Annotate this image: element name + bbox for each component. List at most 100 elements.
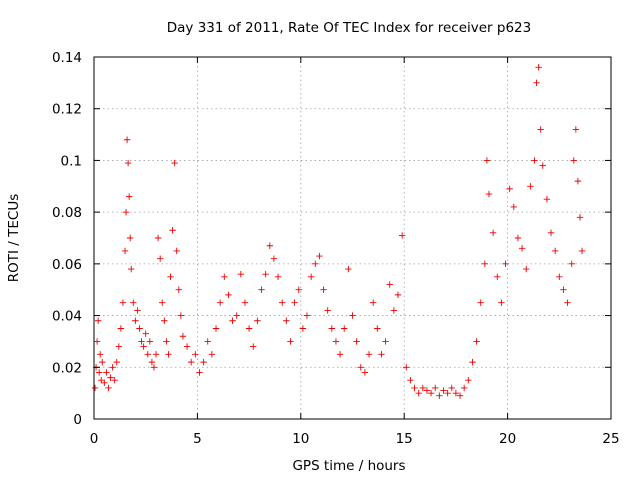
data-point	[374, 325, 381, 332]
data-point	[456, 392, 464, 399]
data-point	[299, 325, 307, 332]
data-point	[460, 384, 468, 392]
data-point	[543, 196, 551, 203]
x-tick-label: 25	[602, 431, 619, 447]
data-point	[576, 214, 584, 221]
y-tick-label: 0.02	[52, 360, 82, 376]
data-point	[105, 384, 112, 392]
data-point	[283, 317, 290, 324]
data-point	[537, 126, 544, 133]
data-point	[320, 286, 327, 293]
data-point	[312, 260, 319, 268]
data-point	[547, 229, 555, 237]
data-point	[274, 273, 282, 280]
y-tick-label: 0.04	[52, 309, 82, 325]
data-point	[179, 333, 187, 340]
data-point	[177, 312, 185, 319]
data-point	[93, 338, 101, 345]
data-point	[394, 291, 402, 299]
data-point	[568, 260, 575, 268]
data-point	[200, 358, 207, 366]
data-point	[225, 291, 232, 299]
x-tick-label: 0	[90, 431, 99, 447]
data-point	[502, 260, 509, 268]
data-point	[122, 208, 130, 216]
data-point	[130, 299, 137, 306]
data-point	[136, 325, 143, 332]
data-point	[221, 273, 228, 280]
data-point	[99, 358, 106, 366]
data-point	[518, 245, 526, 252]
data-point	[564, 299, 571, 306]
data-point	[465, 377, 472, 384]
data-point	[578, 247, 586, 255]
data-point	[378, 351, 385, 358]
data-point	[382, 338, 389, 345]
data-point	[533, 79, 540, 87]
data-point	[94, 317, 102, 324]
data-point	[386, 281, 393, 288]
data-point	[183, 343, 191, 350]
data-point	[341, 325, 348, 332]
y-tick-label: 0	[73, 412, 82, 428]
data-point	[262, 271, 269, 278]
y-tick-label: 0.12	[52, 102, 82, 118]
data-point	[229, 317, 236, 324]
data-point	[165, 351, 172, 358]
data-point	[572, 126, 580, 133]
data-point	[123, 136, 131, 143]
data-point	[514, 234, 522, 242]
data-point	[152, 351, 160, 358]
data-point	[357, 364, 364, 371]
data-point	[403, 364, 410, 371]
data-point	[432, 384, 439, 392]
data-point	[473, 338, 480, 345]
data-point	[150, 364, 158, 371]
data-point	[173, 247, 180, 255]
data-point	[115, 343, 123, 350]
data-point	[448, 384, 455, 392]
data-point	[125, 193, 133, 200]
data-point	[126, 234, 134, 242]
data-point	[369, 299, 377, 306]
data-point	[407, 377, 414, 384]
data-point	[494, 273, 501, 280]
data-point	[254, 317, 261, 324]
data-point	[250, 343, 257, 350]
data-point	[556, 273, 563, 280]
data-point	[109, 364, 116, 371]
data-point	[212, 325, 220, 332]
data-point	[101, 379, 108, 386]
data-point	[146, 338, 154, 345]
data-point	[551, 247, 559, 255]
data-point	[119, 299, 127, 306]
data-point	[361, 369, 369, 376]
data-point	[156, 255, 164, 262]
data-point	[328, 325, 336, 332]
data-point	[436, 392, 443, 399]
data-point	[560, 286, 567, 293]
data-point	[134, 307, 141, 314]
x-tick-labels: 0 5 10 15 20 25	[90, 431, 620, 447]
data-point	[469, 358, 476, 366]
data-point	[171, 159, 178, 167]
axis-ticks	[93, 56, 612, 420]
data-point	[258, 286, 265, 293]
data-point	[266, 242, 273, 249]
data-point	[140, 343, 147, 350]
data-point	[169, 227, 176, 234]
data-point	[574, 177, 582, 185]
data-point	[398, 232, 406, 239]
y-tick-labels: 0 0.02 0.04 0.06 0.08 0.1 0.12 0.14	[52, 50, 82, 428]
data-point	[142, 330, 149, 337]
data-point	[485, 190, 493, 198]
y-tick-label: 0.06	[52, 257, 82, 273]
data-point	[291, 299, 298, 306]
data-point	[270, 255, 278, 262]
data-point	[349, 312, 356, 319]
data-point	[365, 351, 373, 358]
data-point	[510, 203, 518, 211]
data-point	[95, 369, 103, 376]
data-point	[167, 273, 174, 280]
data-point	[117, 325, 125, 332]
